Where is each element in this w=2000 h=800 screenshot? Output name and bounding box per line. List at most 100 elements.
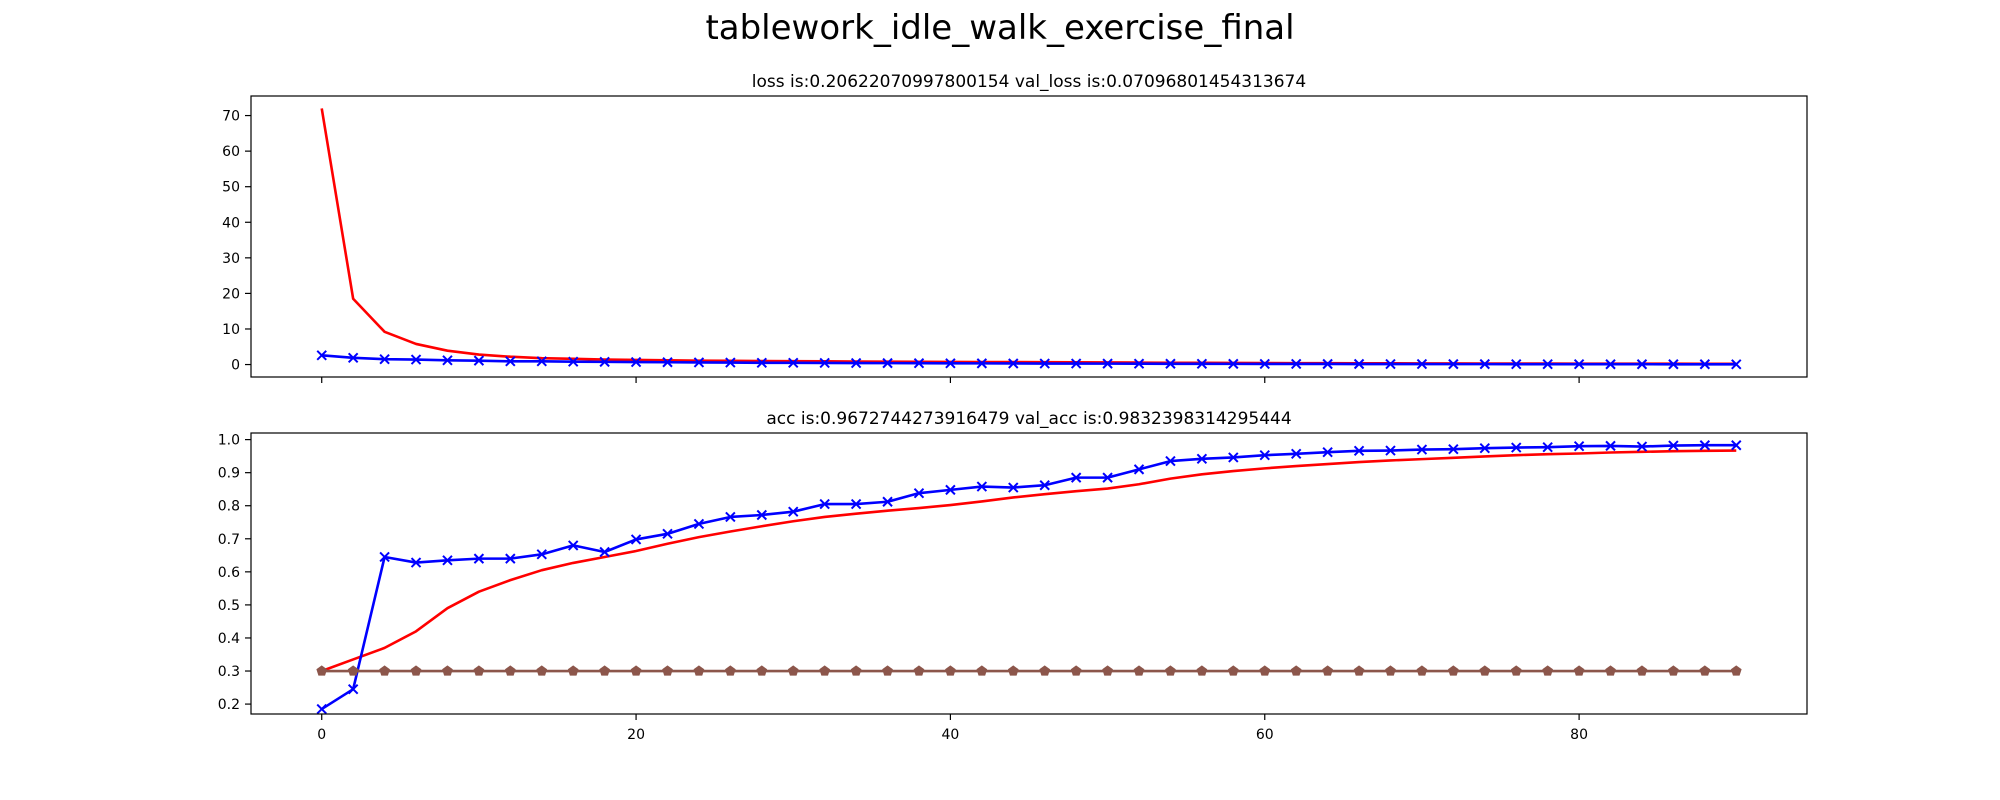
data-point (1542, 358, 1553, 370)
data-point (567, 540, 579, 551)
data-point (1070, 472, 1082, 483)
data-point (1228, 452, 1239, 463)
data-point (1008, 358, 1019, 369)
data-point (599, 356, 610, 368)
data-point (567, 665, 579, 676)
figure-title: tablework_idle_walk_exercise_final (705, 8, 1295, 48)
data-point (819, 498, 830, 510)
data-point (1102, 472, 1113, 483)
data-point (1731, 440, 1742, 451)
xtick-label: 0 (317, 727, 326, 743)
data-point (693, 357, 705, 368)
data-point (1573, 665, 1585, 676)
data-point (1102, 665, 1113, 676)
series-line-2 (321, 354, 1737, 366)
xtick-label: 60 (1256, 727, 1274, 743)
data-point (1385, 665, 1396, 676)
data-point (1699, 665, 1711, 676)
data-point (1322, 446, 1333, 458)
data-point (850, 498, 862, 510)
data-point (1259, 449, 1270, 461)
ytick-label: 30 (222, 251, 240, 267)
data-point (1290, 448, 1302, 460)
data-point (787, 665, 799, 676)
ytick-label: 0.7 (218, 532, 240, 548)
data-point (1165, 665, 1176, 676)
ytick-label: 0.5 (218, 598, 240, 614)
data-point (1259, 665, 1271, 676)
subplot-title: acc is:0.9672744273916479 val_acc is:0.9… (766, 409, 1291, 429)
data-point (347, 352, 359, 363)
ytick-label: 0.3 (218, 664, 240, 680)
data-point (1196, 358, 1208, 370)
data-point (976, 481, 988, 492)
data-point (1133, 358, 1145, 369)
data-point (1039, 358, 1050, 369)
data-point (410, 665, 422, 676)
data-point (1416, 665, 1428, 676)
data-point (1165, 358, 1176, 369)
data-point (1699, 440, 1711, 451)
data-point (442, 555, 453, 566)
data-point (662, 665, 673, 676)
data-point (1196, 453, 1208, 464)
data-point (662, 528, 673, 540)
data-point (1290, 665, 1302, 676)
data-point (1636, 441, 1648, 452)
ytick-label: 60 (222, 144, 240, 160)
data-point (442, 355, 453, 366)
data-point (850, 357, 862, 369)
data-point (1542, 442, 1553, 453)
data-point (1353, 358, 1365, 370)
data-point (1636, 665, 1648, 676)
data-point (1605, 440, 1616, 452)
data-point (882, 665, 893, 676)
data-point (1007, 665, 1019, 676)
data-point (976, 665, 988, 676)
data-point (1322, 665, 1333, 676)
data-point (1668, 665, 1679, 676)
data-point (1510, 665, 1522, 676)
xtick-label: 20 (627, 727, 645, 743)
data-point (599, 665, 610, 676)
data-point (536, 356, 547, 367)
data-point (1511, 442, 1522, 453)
data-point (1636, 359, 1648, 370)
data-point (1668, 359, 1679, 370)
series-group (316, 440, 1742, 714)
axes-frame (250, 95, 1808, 378)
data-point (347, 665, 359, 676)
subplot-2: acc is:0.9672744273916479 val_acc is:0.9… (218, 409, 1808, 743)
data-point (599, 546, 610, 558)
data-point (756, 665, 768, 676)
series-line-1 (320, 108, 1737, 366)
data-point (1605, 665, 1616, 676)
data-point (693, 665, 705, 676)
xtick-label: 80 (1570, 727, 1588, 743)
data-point (1668, 440, 1679, 451)
data-point (410, 354, 422, 365)
xtick-label: 40 (942, 727, 960, 743)
series-line-2 (321, 443, 1737, 711)
subplot-title: loss is:0.20622070997800154 val_loss is:… (752, 72, 1306, 92)
series-group (316, 108, 1742, 370)
data-point (725, 357, 736, 368)
data-point (945, 484, 956, 496)
data-point (1416, 444, 1428, 455)
data-point (1196, 665, 1208, 676)
data-point (819, 357, 830, 369)
data-point (913, 665, 925, 676)
data-point (1416, 358, 1428, 370)
ytick-label: 0.2 (218, 697, 240, 713)
data-point (1353, 665, 1365, 676)
data-point (316, 703, 327, 714)
data-point (945, 665, 956, 676)
data-point (473, 553, 485, 564)
data-point (1731, 359, 1742, 370)
ytick-label: 70 (222, 109, 240, 125)
data-point (819, 665, 831, 676)
data-point (1542, 665, 1554, 676)
data-point (567, 356, 579, 367)
data-point (1322, 358, 1333, 370)
